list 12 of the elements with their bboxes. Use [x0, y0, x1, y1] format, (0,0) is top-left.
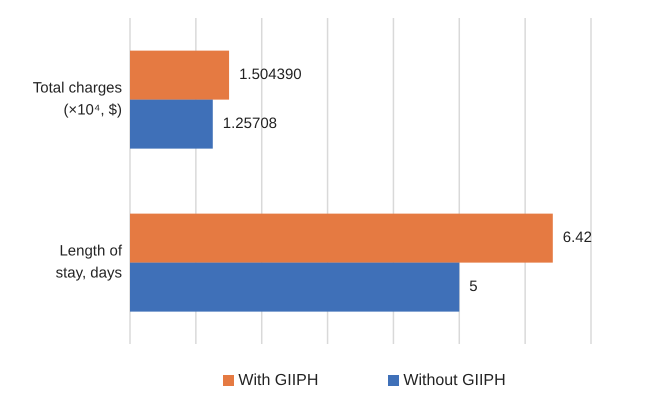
legend-label: With GIIPH	[238, 372, 318, 389]
y-tick-label: Total charges (×10⁴, $)	[32, 79, 122, 118]
bar	[130, 50, 230, 100]
legend-label: Without GIIPH	[403, 372, 506, 389]
y-tick-label: Length of stay, days	[56, 242, 123, 282]
data-label: 1.504390	[239, 66, 302, 84]
data-label: 1.25708	[222, 115, 278, 132]
bar	[130, 100, 213, 149]
bar	[130, 262, 460, 312]
data-label: 5	[469, 278, 478, 296]
data-label: 6.42	[562, 229, 592, 246]
bar	[130, 214, 553, 263]
